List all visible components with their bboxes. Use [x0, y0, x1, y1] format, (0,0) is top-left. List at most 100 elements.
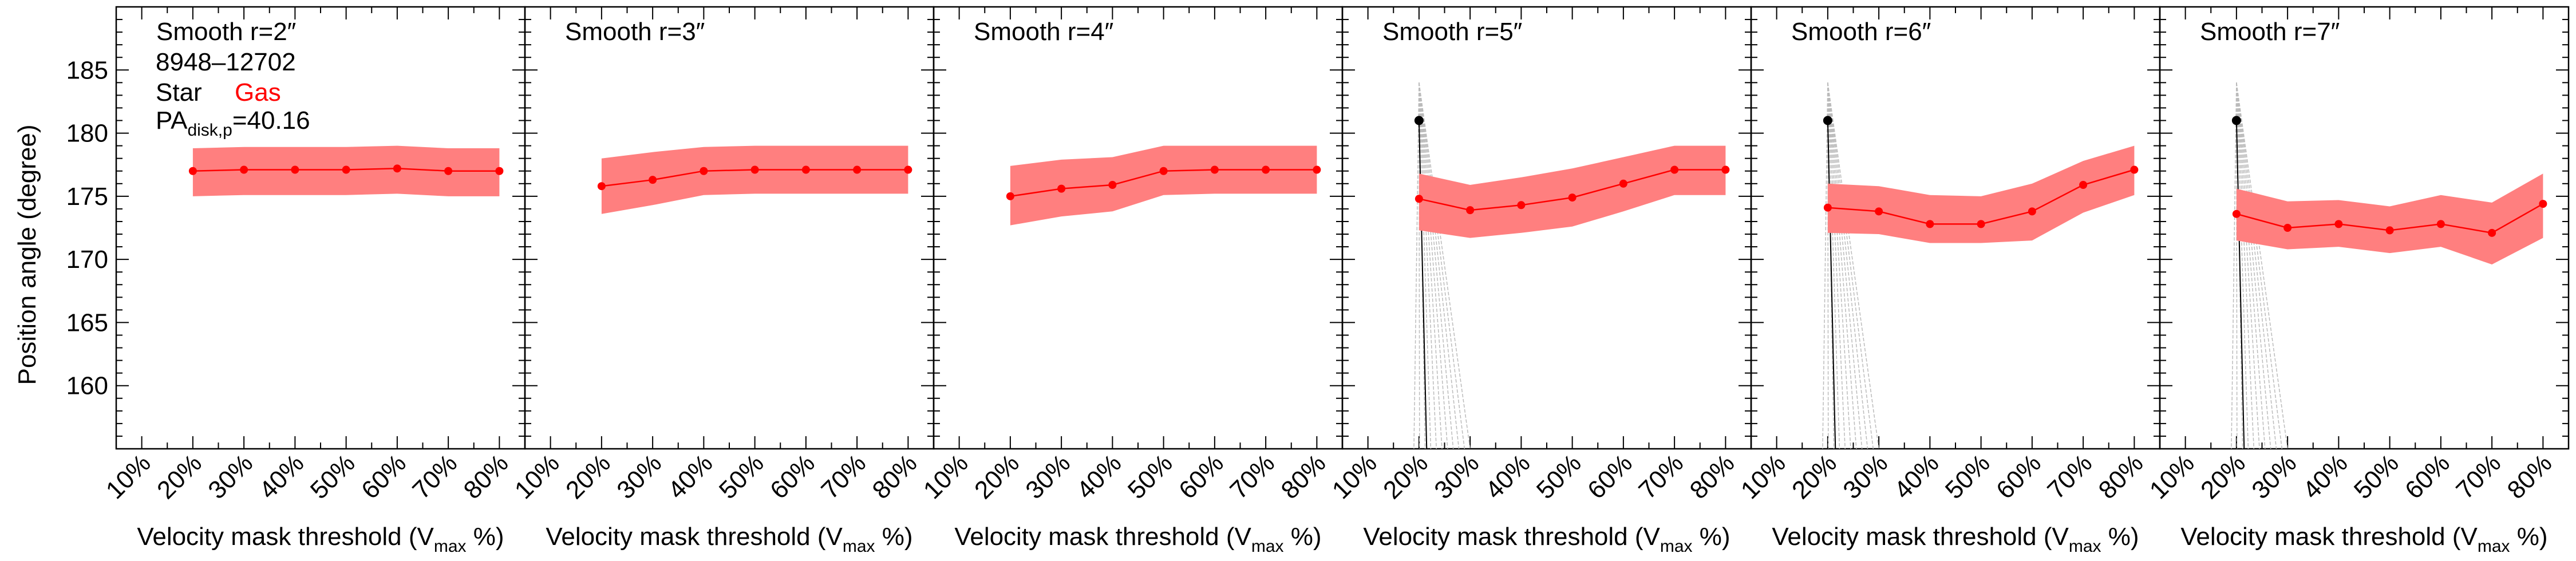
x-axis-label-subscript: max	[434, 537, 467, 556]
gas-point	[1313, 165, 1321, 174]
star-uncertainty-line	[1413, 82, 1420, 449]
x-tick-label: 70%	[2451, 449, 2506, 504]
x-tick-label: 30%	[1429, 449, 1484, 504]
gas-point	[1006, 192, 1014, 200]
x-tick-label: 60%	[356, 449, 412, 504]
x-tick-label: 50%	[2349, 449, 2404, 504]
star-line	[1827, 120, 1836, 449]
gas-point	[495, 167, 504, 175]
x-tick-label: 40%	[663, 449, 718, 504]
x-axis-label: Velocity mask threshold (Vmax %)	[954, 523, 1321, 556]
panel-title: Smooth r=3″	[565, 18, 705, 46]
star-uncertainty-line	[1827, 82, 1879, 449]
legend-pa-prefix: PA	[156, 106, 188, 135]
gas-point	[750, 165, 759, 174]
gas-point	[291, 165, 299, 174]
y-tick-label: 185	[66, 56, 108, 84]
gas-point	[2079, 181, 2088, 189]
x-tick-label: 20%	[969, 449, 1025, 504]
star-uncertainty-line	[1827, 82, 1840, 449]
x-tick-label: 40%	[2298, 449, 2353, 504]
x-tick-label: 20%	[1787, 449, 1842, 504]
y-tick-label: 175	[66, 183, 108, 211]
panel-title: Smooth r=4″	[974, 18, 1113, 46]
gas-uncertainty-band	[1010, 145, 1317, 226]
x-axis-label-suffix: %)	[467, 523, 504, 551]
gas-point	[393, 164, 401, 173]
x-tick-label: 60%	[1991, 449, 2046, 504]
legend-galaxy-id: 8948–12702	[156, 48, 296, 76]
panel-3: 10%20%30%40%50%60%70%80% Smooth r=4″ Veloc…	[918, 6, 1344, 556]
gas-point	[2539, 200, 2547, 208]
star-uncertainty-line	[1822, 82, 1828, 449]
gas-point	[1721, 165, 1730, 174]
x-axis-label-subscript: max	[843, 537, 875, 556]
star-uncertainty-line	[2231, 82, 2237, 449]
x-tick-label: 70%	[1633, 449, 1689, 504]
star-point	[2231, 116, 2241, 125]
legend-gas-label: Gas	[235, 78, 281, 106]
x-axis-label: Velocity mask threshold (Vmax %)	[546, 523, 912, 556]
x-axis-label: Velocity mask threshold (Vmax %)	[2180, 523, 2547, 556]
gas-point	[1670, 165, 1679, 174]
star-point	[1823, 116, 1832, 125]
x-tick-label: 50%	[1123, 449, 1178, 504]
legend-star-label: Star	[156, 78, 202, 106]
y-tick-label: 180	[66, 120, 108, 148]
star-uncertainty-line	[1419, 82, 1460, 449]
panels: 16016517017518018510%20%30%40%50%60%70%8…	[66, 6, 2570, 556]
x-axis-label-subscript: max	[1251, 537, 1284, 556]
x-tick-label: 70%	[2042, 449, 2097, 504]
star-uncertainty-line	[1827, 82, 1846, 449]
panel-2: 10%20%30%40%50%60%70%80% Smooth r=3″ Veloc…	[509, 6, 935, 556]
gas-point	[649, 176, 657, 184]
x-tick-label: 80%	[2093, 449, 2149, 504]
y-tick-label: 170	[66, 246, 108, 274]
gas-point	[1159, 167, 1168, 175]
x-tick-label: 10%	[1736, 449, 1791, 504]
x-axis-label-suffix: %)	[2510, 523, 2548, 551]
gas-point	[1823, 203, 1832, 212]
star-uncertainty-line	[2236, 82, 2254, 449]
gas-point	[188, 167, 197, 175]
star-uncertainty-line	[1419, 82, 1437, 449]
gas-point	[1875, 207, 1883, 216]
x-axis-label: Velocity mask threshold (Vmax %)	[137, 523, 504, 556]
gas-point	[904, 165, 912, 174]
star-uncertainty-line	[1827, 82, 1868, 449]
star-uncertainty-line	[2236, 82, 2271, 449]
x-tick-label: 60%	[2400, 449, 2455, 504]
x-tick-label: 10%	[509, 449, 565, 504]
x-axis-label-prefix: Velocity mask threshold (V	[954, 523, 1251, 551]
x-axis-label-suffix: %)	[875, 523, 913, 551]
x-tick-label: 20%	[2195, 449, 2251, 504]
gas-point	[1108, 181, 1117, 189]
legend-pa-value: =40.16	[232, 106, 310, 135]
x-tick-label: 30%	[1020, 449, 1076, 504]
x-tick-label: 40%	[1072, 449, 1127, 504]
gas-point	[2385, 226, 2394, 235]
x-axis-label-prefix: Velocity mask threshold (V	[137, 523, 434, 551]
panel-frame	[524, 6, 935, 450]
gas-point	[1057, 184, 1066, 193]
panel-title: Smooth r=2″	[156, 18, 296, 46]
gas-point	[2130, 165, 2139, 174]
star-uncertainty-line	[1419, 82, 1432, 449]
gas-point	[2488, 228, 2496, 237]
x-tick-label: 10%	[2144, 449, 2200, 504]
x-tick-label: 10%	[101, 449, 156, 504]
x-axis-label-prefix: Velocity mask threshold (V	[1363, 523, 1660, 551]
x-tick-label: 60%	[1582, 449, 1638, 504]
x-tick-label: 50%	[1940, 449, 1996, 504]
gas-point	[1568, 193, 1577, 202]
star-line	[2235, 120, 2245, 449]
x-tick-label: 50%	[1531, 449, 1587, 504]
x-tick-label: 80%	[1685, 449, 1740, 504]
x-tick-label: 20%	[152, 449, 207, 504]
star-uncertainty-line	[1419, 82, 1420, 449]
star-uncertainty-line	[1827, 82, 1857, 449]
x-axis-label-prefix: Velocity mask threshold (V	[1772, 523, 2069, 551]
x-tick-label: 20%	[560, 449, 616, 504]
x-tick-label: 50%	[305, 449, 361, 504]
